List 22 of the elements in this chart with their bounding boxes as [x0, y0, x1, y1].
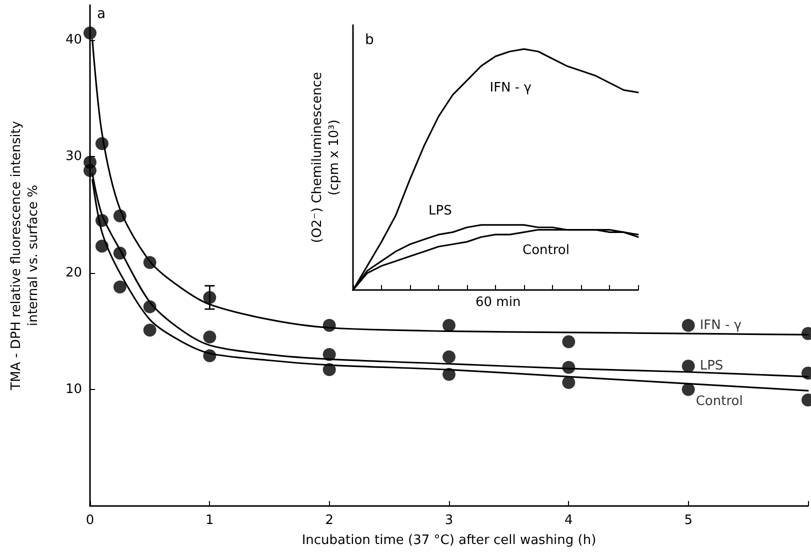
- x-tick-label: 1: [206, 513, 214, 528]
- x-tick-label: 0: [86, 513, 94, 528]
- series-label: LPS: [700, 358, 724, 374]
- series-label: IFN - γ: [490, 80, 532, 96]
- series-label: LPS: [428, 204, 452, 219]
- x-tick-label: 2: [325, 513, 334, 528]
- x-tick-label: 4: [564, 513, 573, 528]
- x-tick-label: 5: [684, 513, 692, 528]
- y-axis-title: TMA - DPH relative fluorescence intensity internal vs. surface %: [9, 120, 41, 392]
- chart-title: a: [97, 6, 106, 22]
- y-axis-title: (O2⁻) Chemiluminescence (cpm x 10³): [310, 72, 342, 243]
- annotation: 60 min: [476, 295, 521, 310]
- y-tick-label: 30: [65, 148, 82, 164]
- series-label: Control: [696, 394, 743, 409]
- y-tick-label: 20: [65, 265, 82, 280]
- x-tick-label: 3: [444, 513, 454, 528]
- chart-title: b: [365, 32, 374, 48]
- series-label: Control: [522, 242, 570, 258]
- series-label: IFN - γ: [700, 318, 742, 333]
- x-axis-title: Incubation time (37 °C) after cell washing (h): [302, 533, 596, 548]
- y-tick-label: 40: [65, 32, 82, 48]
- y-tick-label: 10: [65, 382, 82, 397]
